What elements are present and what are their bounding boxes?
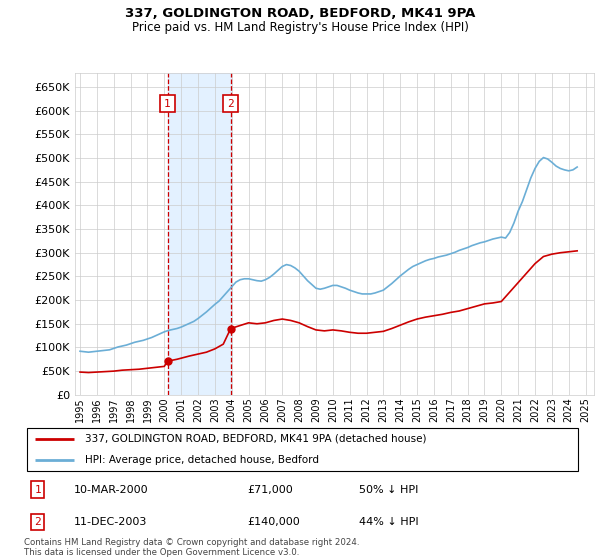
Text: 337, GOLDINGTON ROAD, BEDFORD, MK41 9PA (detached house): 337, GOLDINGTON ROAD, BEDFORD, MK41 9PA …: [85, 434, 427, 444]
Text: 44% ↓ HPI: 44% ↓ HPI: [359, 517, 418, 527]
Text: Contains HM Land Registry data © Crown copyright and database right 2024.
This d: Contains HM Land Registry data © Crown c…: [24, 538, 359, 557]
Text: 2: 2: [35, 517, 41, 527]
Text: 2: 2: [227, 99, 234, 109]
Text: 10-MAR-2000: 10-MAR-2000: [74, 484, 149, 494]
FancyBboxPatch shape: [27, 427, 578, 472]
Text: 50% ↓ HPI: 50% ↓ HPI: [359, 484, 418, 494]
Text: 11-DEC-2003: 11-DEC-2003: [74, 517, 148, 527]
Text: £71,000: £71,000: [247, 484, 293, 494]
Text: 1: 1: [35, 484, 41, 494]
Text: 1: 1: [164, 99, 171, 109]
Bar: [167, 73, 230, 395]
Text: HPI: Average price, detached house, Bedford: HPI: Average price, detached house, Bedf…: [85, 455, 319, 465]
Text: £140,000: £140,000: [247, 517, 300, 527]
Text: Price paid vs. HM Land Registry's House Price Index (HPI): Price paid vs. HM Land Registry's House …: [131, 21, 469, 34]
Text: 337, GOLDINGTON ROAD, BEDFORD, MK41 9PA: 337, GOLDINGTON ROAD, BEDFORD, MK41 9PA: [125, 7, 475, 20]
